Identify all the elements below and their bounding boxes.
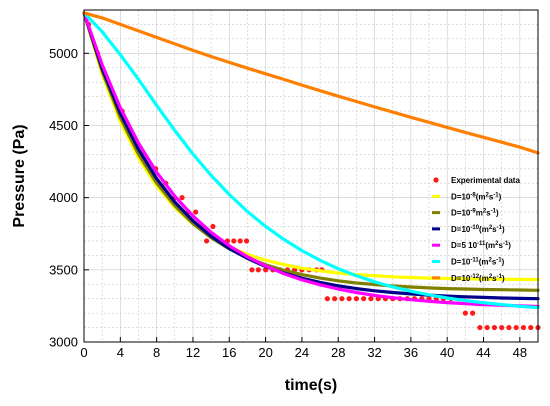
data-point <box>346 296 352 302</box>
data-point <box>462 310 468 316</box>
series-line-d-10-m-s <box>82 11 540 282</box>
legend-label: D=5 10-11(m2s-1) <box>451 241 511 250</box>
x-tick-label: 0 <box>80 345 87 360</box>
y-tick-label: 3000 <box>49 335 78 350</box>
plot-frame <box>83 9 539 343</box>
x-tick-label: 40 <box>440 345 454 360</box>
data-point <box>499 324 505 331</box>
x-axis-title: time(s) <box>285 377 337 394</box>
x-tick-label: 44 <box>476 345 490 360</box>
legend-label: D=10-10(m2s-1) <box>451 225 505 234</box>
data-point <box>520 324 527 331</box>
data-point <box>484 324 490 331</box>
chart-series <box>82 11 541 331</box>
data-point <box>477 324 483 331</box>
x-tick-label: 24 <box>295 345 309 360</box>
data-point <box>243 238 250 244</box>
legend-label: D=10-11(m2s-1) <box>451 258 505 267</box>
data-point <box>361 296 367 302</box>
series-line-d-10-m-s <box>82 11 540 292</box>
axes: 0 4 8 12 16 20 24 28 32 36 40 44 4830003500400045005… <box>49 46 527 360</box>
data-point <box>210 223 216 230</box>
series-line-d-5-10-m-s <box>82 11 540 309</box>
data-point <box>513 324 519 331</box>
x-tick-label: 28 <box>331 345 345 360</box>
data-point <box>491 324 498 331</box>
data-point <box>339 296 345 302</box>
x-tick-label: 20 <box>258 345 272 360</box>
series-line-d-10-m-s <box>82 11 540 155</box>
data-point <box>249 267 255 273</box>
data-point <box>368 296 374 302</box>
legend-marker <box>433 177 439 183</box>
y-tick-label: 4500 <box>49 118 78 133</box>
data-point <box>193 209 199 215</box>
y-tick-label: 5000 <box>49 46 78 61</box>
x-tick-label: 4 <box>117 345 124 360</box>
y-tick-label: 3500 <box>49 262 78 277</box>
data-point <box>353 296 359 302</box>
data-point <box>506 324 512 331</box>
legend: Experimental data D=10-8(m2s-1) D=10-9m2s-… <box>432 176 520 283</box>
series-line-d-10-m-s <box>82 11 540 301</box>
legend-label: Experimental data <box>451 176 520 185</box>
data-point <box>203 238 210 244</box>
y-axis-title: Pressure (Pa) <box>11 124 28 227</box>
data-point <box>324 296 330 302</box>
data-point <box>255 267 261 273</box>
data-point <box>237 238 243 244</box>
x-tick-label: 12 <box>186 345 200 360</box>
x-tick-label: 48 <box>513 345 527 360</box>
data-point <box>332 296 338 302</box>
data-point <box>179 195 185 201</box>
data-point <box>528 324 534 331</box>
x-tick-label: 16 <box>222 345 236 360</box>
legend-label: D=10-12(m2s-1) <box>451 274 505 283</box>
legend-label: D=10-8(m2s-1) <box>451 192 502 201</box>
legend-label: D=10-9m2s-1) <box>451 209 499 218</box>
x-tick-label: 32 <box>367 345 381 360</box>
data-point <box>231 238 237 244</box>
x-tick-label: 36 <box>404 345 418 360</box>
y-tick-label: 4000 <box>49 190 78 205</box>
series-line-d-10-m-s <box>82 11 540 310</box>
data-point <box>470 310 476 316</box>
x-tick-label: 8 <box>153 345 160 360</box>
